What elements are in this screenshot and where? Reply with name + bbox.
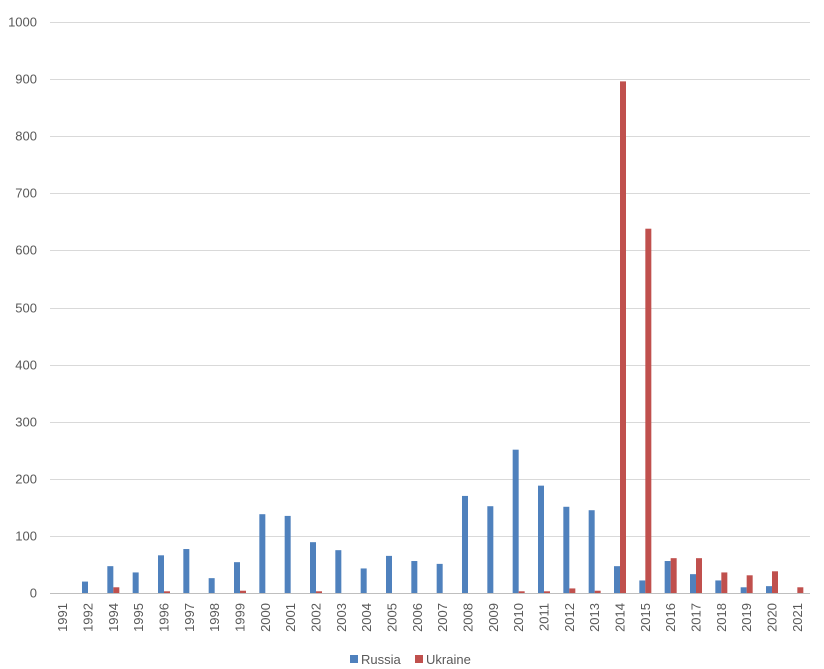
bar-russia-2018 (715, 580, 722, 593)
bar-russia-1999 (234, 562, 240, 593)
y-tick-label: 300 (15, 415, 37, 430)
bar-ukraine-2013 (594, 590, 601, 593)
bar-ukraine-1994 (113, 587, 120, 593)
bar-russia-1996 (158, 555, 164, 593)
bar-ukraine-2017 (696, 558, 702, 593)
bar-russia-2002 (310, 542, 316, 593)
x-tick-label: 2008 (461, 603, 476, 632)
bar-russia-2010 (512, 449, 519, 593)
y-tick-label: 1000 (8, 15, 37, 30)
x-tick-label: 2003 (334, 603, 349, 632)
x-tick-label: 2018 (714, 603, 729, 632)
bar-russia-2013 (588, 510, 595, 593)
bar-ukraine-1996 (164, 591, 170, 593)
x-tick-label: 1998 (207, 603, 222, 632)
bar-russia-2014 (614, 566, 620, 593)
x-tick-label: 1999 (233, 603, 248, 632)
bar-russia-2000 (259, 514, 266, 593)
x-tick-label: 2016 (663, 603, 678, 632)
bar-russia-2003 (335, 550, 342, 593)
y-tick-label: 900 (15, 72, 37, 87)
x-tick-label: 2017 (689, 603, 704, 632)
y-axis-tick-labels: 0 100 200 300 400 500 600 700 800 900 1000 (8, 15, 37, 601)
bar-russia-1997 (183, 549, 190, 593)
y-tick-label: 400 (15, 358, 37, 373)
bar-ukraine-2021 (797, 587, 804, 593)
legend-label-russia: Russia (361, 652, 402, 667)
bar-russia-2009 (487, 506, 494, 593)
legend: Russia Ukraine (350, 652, 471, 667)
x-tick-label: 2014 (613, 603, 628, 632)
x-tick-label: 2006 (410, 603, 425, 632)
bar-russia-2012 (563, 506, 570, 593)
bar-russia-2004 (360, 568, 367, 593)
bar-ukraine-2010 (518, 591, 525, 593)
x-tick-label: 1995 (131, 603, 146, 632)
legend-swatch-russia (350, 655, 358, 663)
bar-russia-2006 (411, 561, 418, 593)
x-tick-label: 2007 (435, 603, 450, 632)
x-tick-label: 2000 (258, 603, 273, 632)
bar-russia-2020 (766, 586, 772, 593)
y-tick-label: 0 (30, 586, 37, 601)
bar-ukraine-2018 (721, 572, 728, 593)
grid-lines (50, 22, 810, 594)
x-tick-label: 2021 (790, 603, 805, 632)
bar-russia-2007 (436, 563, 443, 593)
bar-russia-1994 (107, 566, 114, 593)
bar-russia-1992 (82, 581, 88, 593)
x-tick-label: 2011 (537, 603, 552, 631)
y-tick-label: 800 (15, 129, 37, 144)
x-tick-label: 2009 (486, 603, 501, 632)
bar-ukraine-2012 (569, 588, 576, 593)
bar-ukraine-2011 (544, 591, 550, 593)
bar-ukraine-2020 (772, 571, 778, 593)
bar-ukraine-2014 (620, 81, 626, 593)
bar-russia-2008 (462, 495, 468, 593)
bar-ukraine-2002 (316, 591, 322, 593)
bar-series (82, 81, 804, 593)
bar-russia-2019 (740, 587, 747, 593)
x-tick-label: 1991 (55, 603, 70, 632)
bar-russia-1998 (208, 578, 215, 593)
y-tick-label: 700 (15, 186, 37, 201)
bar-russia-2011 (538, 485, 544, 593)
y-tick-label: 100 (15, 529, 37, 544)
bar-russia-2005 (386, 555, 392, 593)
x-tick-label: 2002 (309, 603, 324, 632)
x-tick-label: 1997 (182, 603, 197, 632)
x-tick-label: 2015 (638, 603, 653, 632)
bar-ukraine-2015 (645, 228, 652, 593)
x-tick-label: 1994 (106, 603, 121, 632)
x-axis-tick-labels: 1991 1992 1994 1995 1996 1997 1998 1999 2000 2001… (55, 603, 805, 632)
bar-ukraine-1999 (240, 590, 246, 593)
x-tick-label: 1996 (157, 603, 172, 632)
bar-russia-2016 (664, 561, 671, 593)
bar-ukraine-2019 (746, 575, 753, 593)
x-tick-label: 2020 (765, 603, 780, 632)
x-tick-label: 2005 (385, 603, 400, 632)
legend-label-ukraine: Ukraine (426, 652, 471, 667)
y-tick-label: 200 (15, 472, 37, 487)
x-tick-label: 2012 (562, 603, 577, 632)
bar-russia-1995 (132, 572, 139, 593)
bar-russia-2001 (284, 515, 291, 593)
x-tick-label: 2004 (359, 603, 374, 632)
y-tick-label: 500 (15, 301, 37, 316)
x-tick-label: 2019 (739, 603, 754, 632)
bar-ukraine-2016 (670, 558, 677, 593)
x-tick-label: 2010 (511, 603, 526, 632)
y-tick-label: 600 (15, 243, 37, 258)
bar-russia-2017 (690, 574, 696, 593)
bar-russia-2015 (639, 580, 646, 593)
x-tick-label: 1992 (81, 603, 96, 632)
x-tick-label: 2013 (587, 603, 602, 632)
x-tick-label: 2001 (283, 603, 298, 632)
legend-swatch-ukraine (415, 655, 423, 663)
